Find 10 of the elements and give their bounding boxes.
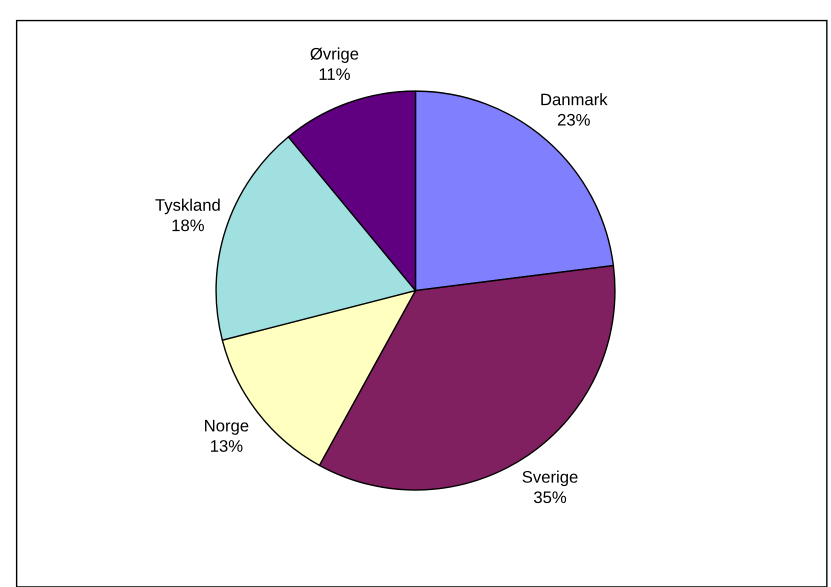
data-label: 18% [172,219,204,232]
data-label: 11% [320,68,350,80]
slice-label: Sverige [522,470,578,486]
data-label: 23% [558,114,590,126]
slice-label: Norge [205,420,248,435]
slice-label: Danmark [541,93,608,106]
data-label: 35% [534,491,566,504]
data-label: 13% [210,440,242,452]
slice-label: Øvrige [310,47,358,63]
slice-label: Tyskland [155,198,220,214]
